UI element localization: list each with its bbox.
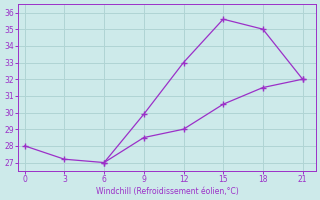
X-axis label: Windchill (Refroidissement éolien,°C): Windchill (Refroidissement éolien,°C)	[96, 187, 238, 196]
